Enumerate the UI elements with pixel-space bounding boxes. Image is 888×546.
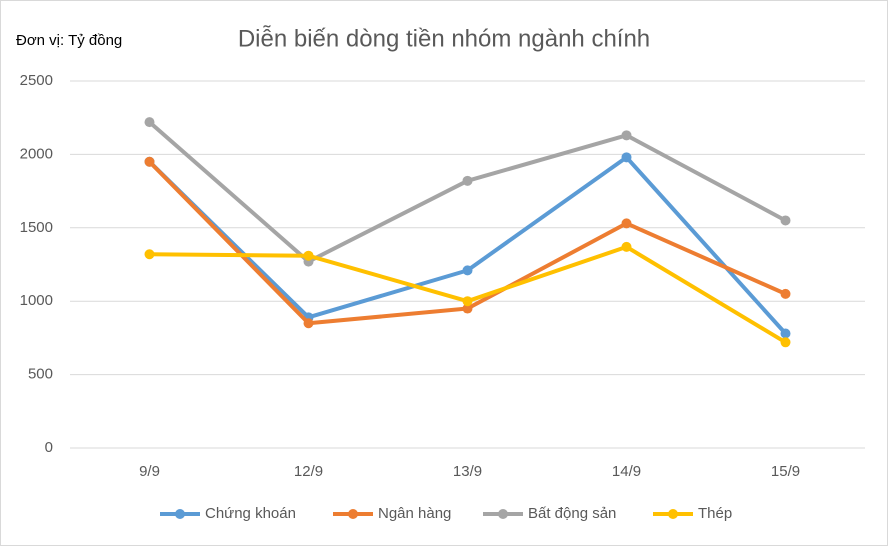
legend-label: Chứng khoán bbox=[205, 505, 296, 522]
x-tick-label: 9/9 bbox=[139, 463, 160, 480]
data-point bbox=[303, 318, 314, 329]
data-point bbox=[303, 250, 314, 261]
chart-title: Diễn biến dòng tiền nhóm ngành chính bbox=[238, 25, 650, 52]
x-tick-label: 12/9 bbox=[294, 463, 323, 480]
unit-label: Đơn vị: Tỷ đồng bbox=[16, 32, 122, 49]
data-point bbox=[621, 130, 632, 141]
legend-marker bbox=[175, 509, 185, 519]
legend-label: Ngân hàng bbox=[378, 505, 451, 522]
legend-marker bbox=[348, 509, 358, 519]
y-tick-label: 2000 bbox=[20, 145, 53, 162]
y-tick-label: 0 bbox=[45, 439, 53, 456]
data-point bbox=[462, 175, 473, 186]
y-tick-label: 2500 bbox=[20, 72, 53, 89]
legend-marker bbox=[668, 509, 678, 519]
data-point bbox=[621, 152, 632, 163]
legend-label: Thép bbox=[698, 505, 732, 522]
x-tick-label: 15/9 bbox=[771, 463, 800, 480]
data-point bbox=[462, 265, 473, 276]
legend-marker bbox=[498, 509, 508, 519]
data-point bbox=[621, 241, 632, 252]
legend-label: Bất động sản bbox=[528, 505, 616, 522]
data-point bbox=[621, 218, 632, 229]
y-tick-label: 500 bbox=[28, 366, 53, 383]
y-tick-label: 1000 bbox=[20, 292, 53, 309]
data-point bbox=[462, 303, 473, 314]
x-tick-label: 13/9 bbox=[453, 463, 482, 480]
data-point bbox=[780, 337, 791, 348]
data-point bbox=[144, 117, 155, 128]
data-point bbox=[780, 288, 791, 299]
data-point bbox=[780, 328, 791, 339]
data-point bbox=[780, 215, 791, 226]
data-point bbox=[144, 249, 155, 260]
data-point bbox=[144, 156, 155, 167]
x-tick-label: 14/9 bbox=[612, 463, 641, 480]
data-point bbox=[462, 296, 473, 307]
y-tick-label: 1500 bbox=[20, 219, 53, 236]
